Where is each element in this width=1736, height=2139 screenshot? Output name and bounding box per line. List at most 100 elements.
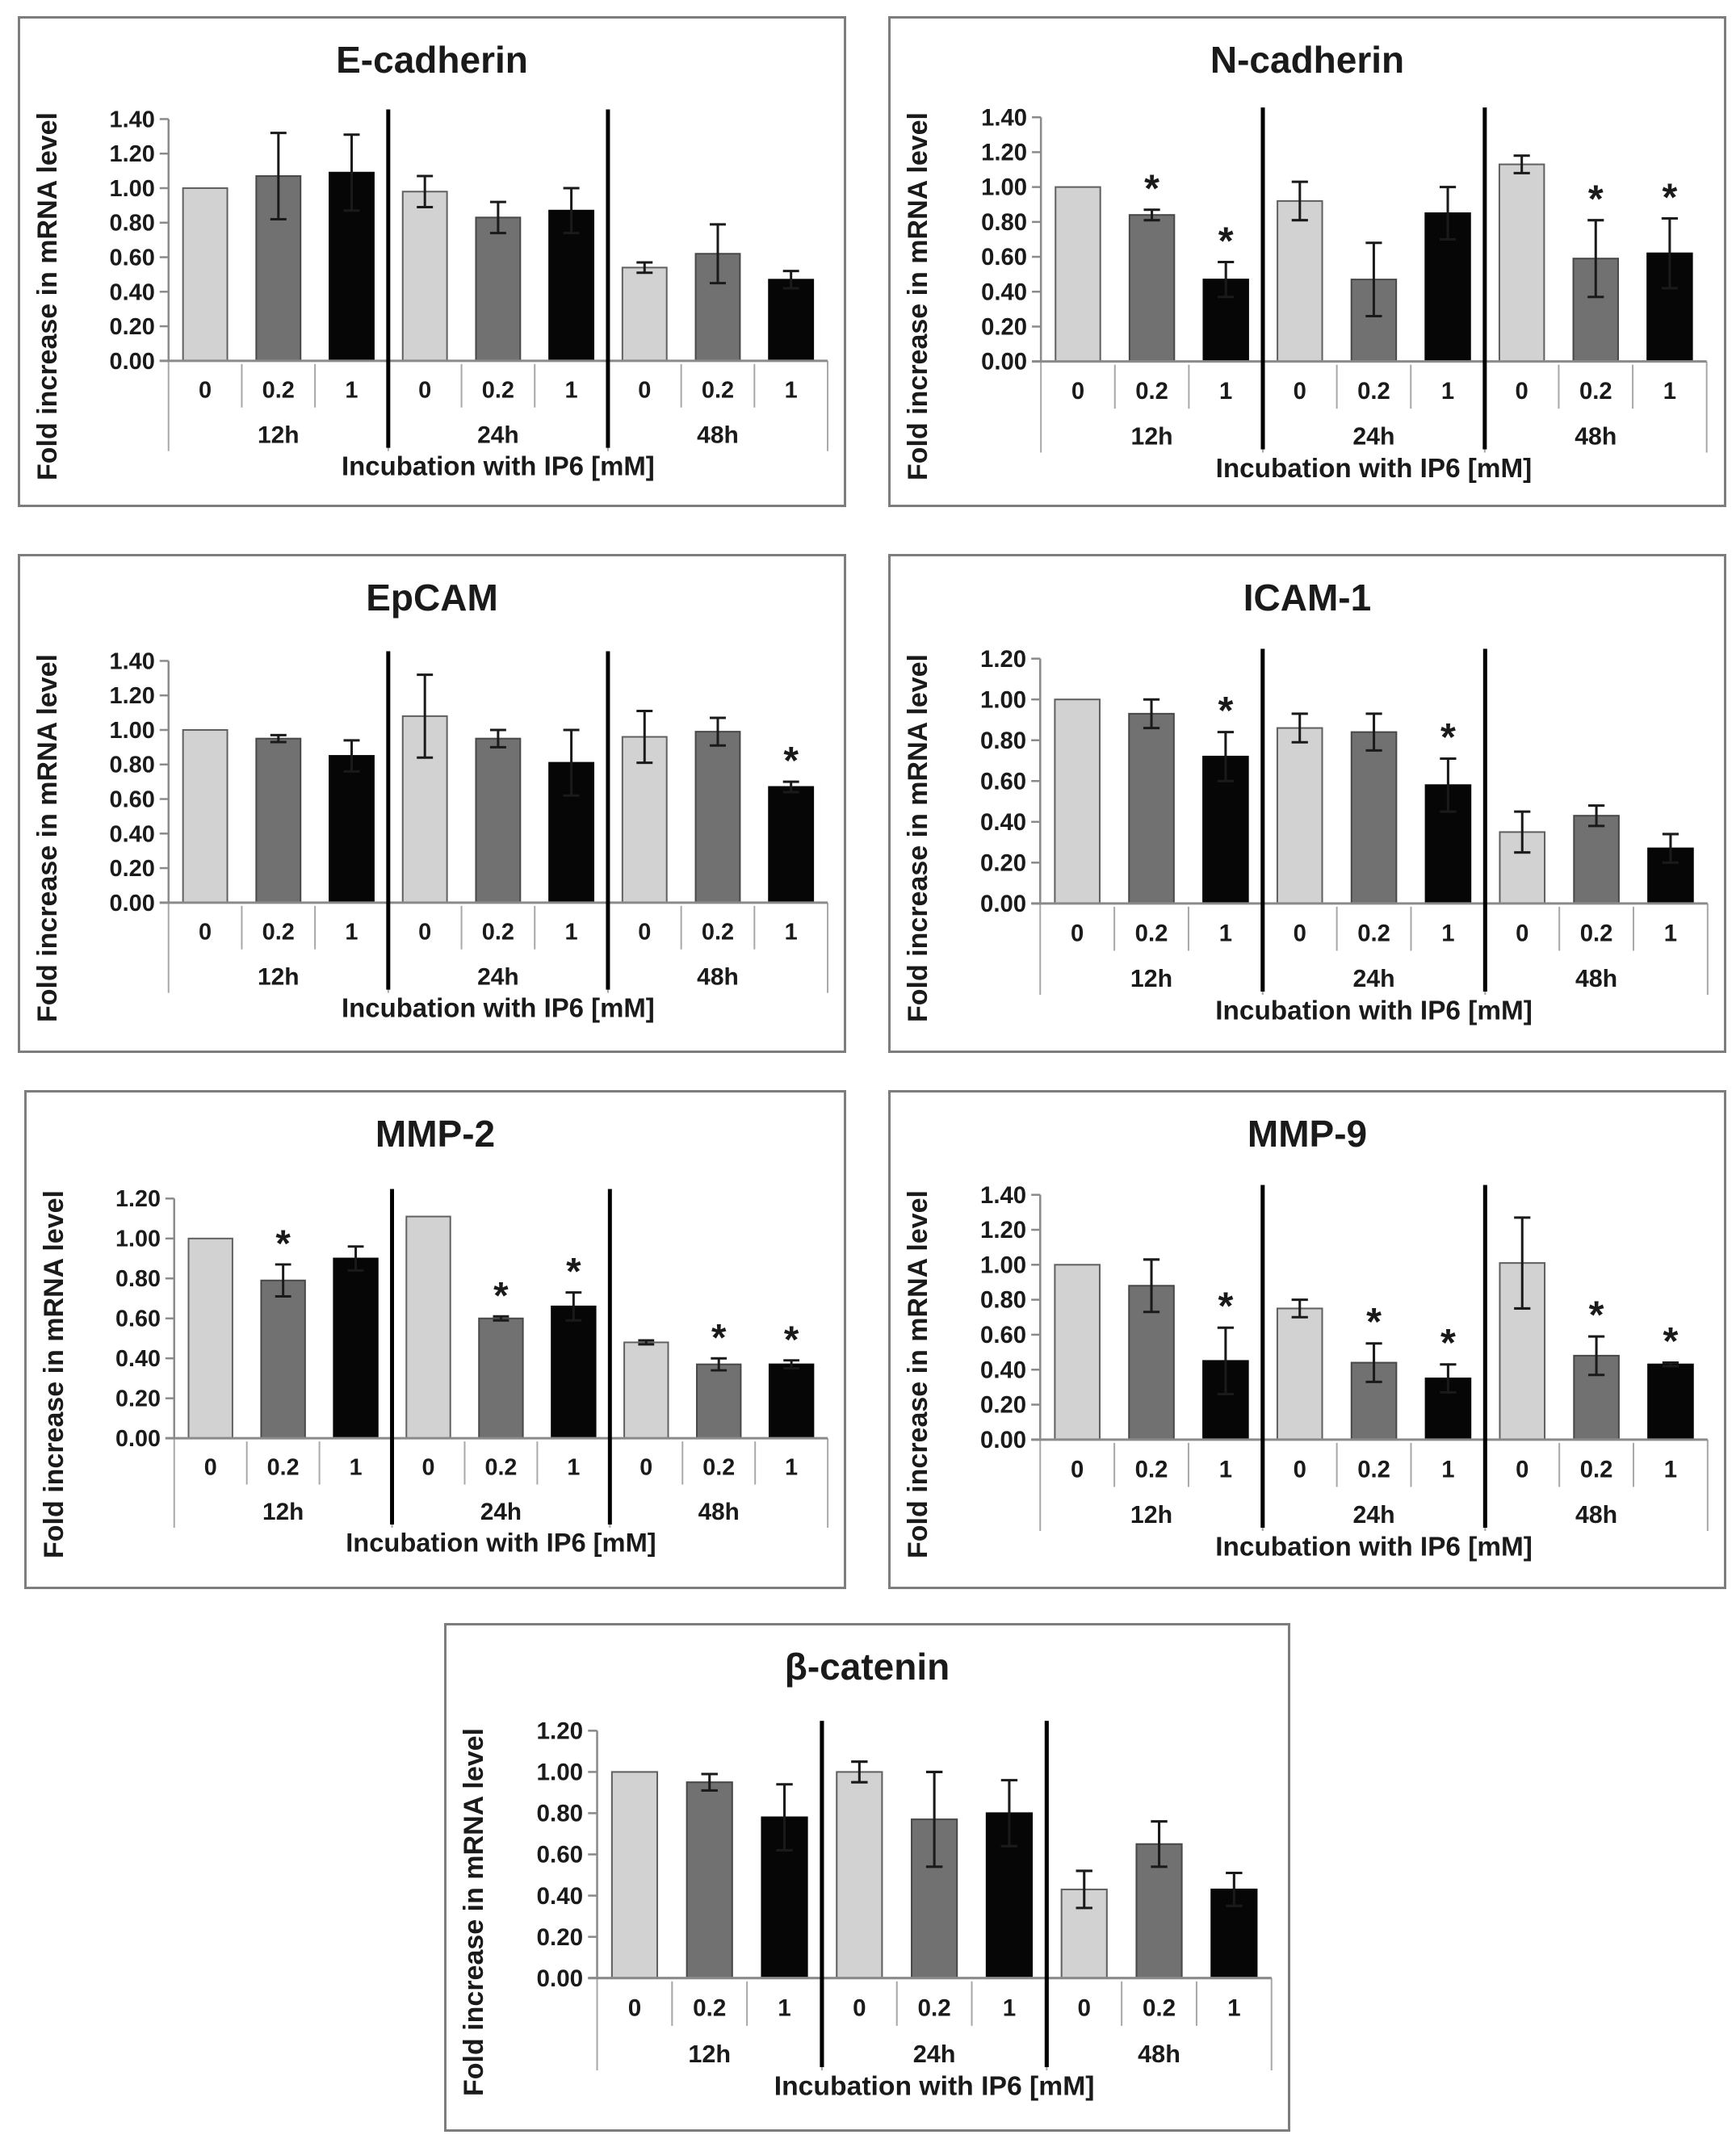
chart-title: MMP-2: [375, 1113, 496, 1155]
svg-text:0.60: 0.60: [980, 768, 1026, 795]
svg-text:1.00: 1.00: [980, 686, 1026, 713]
svg-text:0.60: 0.60: [115, 1306, 161, 1332]
svg-text:0.40: 0.40: [115, 1346, 161, 1372]
svg-text:Incubation with IP6 [mM]: Incubation with IP6 [mM]: [346, 1528, 656, 1558]
svg-text:0.00: 0.00: [537, 1965, 584, 1992]
svg-text:1: 1: [785, 378, 798, 404]
bar-chart: 0.000.200.400.600.801.001.201.400*0.2*11…: [981, 105, 1708, 484]
svg-text:1: 1: [785, 920, 798, 946]
y-axis-label: Fold increase in mRNA level: [458, 1728, 489, 2096]
svg-text:0.80: 0.80: [980, 1287, 1026, 1314]
svg-text:1.20: 1.20: [537, 1718, 584, 1745]
svg-text:1: 1: [565, 378, 578, 404]
svg-text:0.40: 0.40: [109, 279, 154, 305]
svg-text:0.2: 0.2: [1357, 920, 1390, 946]
svg-text:1.20: 1.20: [109, 141, 154, 167]
svg-text:1: 1: [1227, 1995, 1240, 2022]
svg-text:0.40: 0.40: [981, 279, 1027, 305]
svg-text:12h: 12h: [262, 1499, 304, 1525]
svg-text:1: 1: [345, 920, 358, 946]
svg-text:0: 0: [1516, 379, 1528, 405]
svg-text:48h: 48h: [1575, 1502, 1617, 1529]
svg-text:0.2: 0.2: [693, 1995, 726, 2022]
svg-text:1.20: 1.20: [115, 1186, 161, 1212]
svg-text:24h: 24h: [1352, 966, 1394, 992]
svg-text:*: *: [784, 1319, 799, 1361]
svg-text:1: 1: [1219, 920, 1232, 946]
svg-text:*: *: [1440, 1322, 1456, 1365]
svg-text:0: 0: [639, 1455, 652, 1481]
svg-text:1.20: 1.20: [980, 1217, 1026, 1244]
svg-text:0: 0: [204, 1455, 217, 1481]
svg-text:0: 0: [853, 1995, 866, 2022]
svg-text:48h: 48h: [697, 422, 739, 449]
svg-text:12h: 12h: [258, 964, 300, 991]
svg-text:0.20: 0.20: [981, 315, 1027, 341]
svg-text:0.60: 0.60: [109, 787, 154, 813]
svg-text:0.00: 0.00: [109, 349, 154, 375]
svg-text:0.2: 0.2: [918, 1995, 951, 2022]
svg-text:0.40: 0.40: [537, 1883, 584, 1910]
svg-text:0.2: 0.2: [482, 920, 514, 946]
chart-body: Fold increase in mRNA level 0.00 0.20 0.40…: [891, 91, 1724, 505]
y-axis-label: Fold increase in mRNA level: [31, 112, 63, 480]
svg-text:*: *: [1218, 1285, 1233, 1328]
svg-text:0.20: 0.20: [115, 1386, 161, 1412]
chart-body: Fold increase in mRNA level 0.00 0.2 0 0.40…: [20, 91, 844, 505]
svg-text:1.00: 1.00: [115, 1227, 161, 1252]
svg-text:1: 1: [350, 1455, 363, 1481]
svg-text:0.80: 0.80: [981, 210, 1027, 236]
svg-text:0.20: 0.20: [980, 1392, 1026, 1419]
svg-text:1: 1: [1219, 1456, 1232, 1483]
svg-text:24h: 24h: [1352, 423, 1394, 450]
svg-text:*: *: [1588, 178, 1604, 221]
svg-text:1: 1: [778, 1995, 790, 2022]
chart-panel-mmp-9: MMP-9 Fold increase in mRNA level 0.00 0.…: [888, 1090, 1726, 1589]
svg-text:1: 1: [1441, 920, 1454, 946]
svg-text:12h: 12h: [258, 422, 300, 449]
svg-text:0.40: 0.40: [980, 1357, 1026, 1383]
svg-text:1: 1: [1441, 379, 1454, 405]
svg-text:0: 0: [1294, 1456, 1306, 1483]
svg-text:0.20: 0.20: [109, 856, 154, 882]
svg-text:*: *: [493, 1274, 509, 1317]
svg-text:*: *: [1144, 167, 1159, 211]
svg-text:48h: 48h: [1138, 2040, 1180, 2068]
svg-text:0: 0: [638, 378, 651, 404]
svg-text:0: 0: [422, 1455, 435, 1481]
chart-title: E-cadherin: [336, 39, 528, 81]
svg-text:0.2: 0.2: [702, 920, 734, 946]
svg-text:*: *: [1662, 175, 1677, 219]
svg-text:1: 1: [1663, 379, 1676, 405]
svg-text:*: *: [566, 1251, 581, 1294]
y-axis-label: Fold increase in mRNA level: [902, 112, 933, 480]
svg-text:0.2: 0.2: [1357, 1456, 1390, 1483]
svg-text:0: 0: [638, 920, 651, 946]
svg-text:0.60: 0.60: [109, 245, 154, 271]
svg-text:0.40: 0.40: [109, 821, 154, 847]
chart-panel-epcam: EpCAM Fold increase in mRNA level 0.00 0.…: [18, 554, 846, 1053]
svg-text:0.00: 0.00: [109, 891, 154, 916]
svg-text:0.2: 0.2: [482, 378, 514, 404]
svg-text:1: 1: [1664, 1456, 1677, 1483]
svg-text:Incubation with IP6 [mM]: Incubation with IP6 [mM]: [342, 993, 655, 1023]
svg-text:24h: 24h: [477, 964, 519, 991]
svg-text:1.40: 1.40: [980, 1182, 1026, 1209]
svg-text:1: 1: [1219, 379, 1232, 405]
svg-text:0.2: 0.2: [267, 1455, 300, 1481]
svg-text:Incubation with IP6 [mM]: Incubation with IP6 [mM]: [774, 2072, 1095, 2102]
bar-chart: 0.000.200.400.600.801.001.201.400 0.2*112…: [980, 1182, 1709, 1562]
svg-text:0.20: 0.20: [537, 1924, 584, 1951]
svg-text:1.00: 1.00: [981, 175, 1027, 201]
svg-text:1: 1: [785, 1455, 798, 1481]
svg-text:24h: 24h: [913, 2040, 956, 2068]
svg-text:0.2: 0.2: [702, 378, 734, 404]
chart-panel-n-cadherin: N-cadherin Fold increase in mRNA level 0…: [888, 16, 1726, 507]
svg-text:0.60: 0.60: [981, 245, 1027, 271]
chart-panel-icam-1: ICAM-1 Fold increase in mRNA level 0.00 0…: [888, 554, 1726, 1053]
chart-title: N-cadherin: [1210, 39, 1405, 81]
y-axis-label: Fold increase in mRNA level: [902, 654, 933, 1022]
svg-text:Incubation with IP6 [mM]: Incubation with IP6 [mM]: [1215, 996, 1533, 1025]
svg-text:0: 0: [199, 378, 212, 404]
